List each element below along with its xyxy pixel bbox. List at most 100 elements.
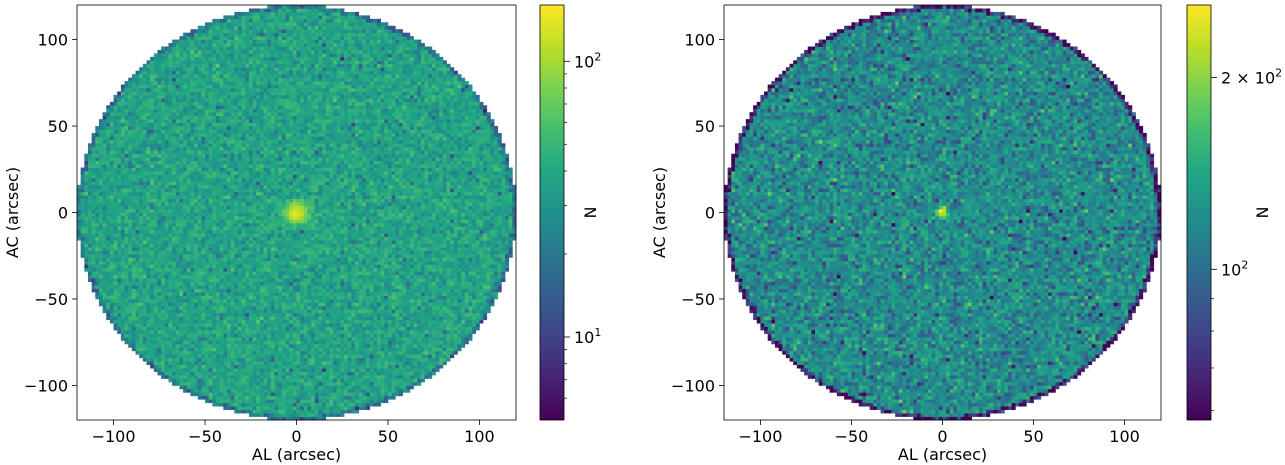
heatmap-cell [241,56,246,61]
heatmap-cell [146,129,151,134]
heatmap-cell [205,323,210,327]
heatmap-cell [205,191,210,196]
heatmap-cell [267,122,272,127]
heatmap-cell [267,43,272,47]
heatmap-cell [237,22,242,27]
heatmap-cell [226,350,231,355]
heatmap-cell [212,132,217,137]
heatmap-cell [259,77,264,82]
heatmap-cell [252,226,257,231]
heatmap-cell [208,139,213,144]
heatmap-cell [263,354,268,359]
heatmap-cell [120,257,125,262]
heatmap-cell [201,333,206,338]
heatmap-cell [216,337,221,341]
heatmap-cell [263,84,268,89]
heatmap-cell [241,309,246,314]
heatmap-cell [263,288,268,293]
heatmap-cell [146,340,151,345]
heatmap-cell [212,381,217,386]
heatmap-cell [87,181,92,186]
heatmap-cell [161,46,166,51]
heatmap-cell [128,132,133,137]
heatmap-cell [102,212,107,217]
heatmap-cell [124,326,129,331]
heatmap-cell [91,136,96,141]
heatmap-cell [98,129,103,134]
heatmap-cell [179,143,184,148]
heatmap-cell [168,271,173,276]
heatmap-cell [259,381,264,386]
heatmap-cell [259,8,264,13]
heatmap-cell [241,91,246,96]
heatmap-cell [183,184,188,189]
heatmap-cell [267,91,272,96]
heatmap-cell [263,388,268,393]
heatmap-cell [135,233,140,238]
heatmap-cell [267,247,272,251]
heatmap-cell [109,288,114,293]
heatmap-cell [183,81,188,85]
heatmap-cell [91,271,96,276]
heatmap-cell [117,247,122,251]
heatmap-cell [157,267,162,272]
heatmap-cell [241,60,246,65]
heatmap-cell [201,39,206,44]
heatmap-cell [219,247,224,251]
heatmap-cell [270,378,275,383]
heatmap-cell [248,15,253,20]
heatmap-cell [256,98,261,103]
heatmap-cell [164,298,169,303]
heatmap-cell [274,402,279,407]
heatmap-cell [139,119,144,123]
heatmap-cell [157,343,162,348]
heatmap-cell [208,46,213,51]
heatmap-cell [208,229,213,234]
heatmap-cell [197,150,202,155]
heatmap-cell [98,146,103,151]
heatmap-cell [135,340,140,345]
heatmap-cell [194,146,199,151]
heatmap-cell [142,271,147,276]
heatmap-cell [208,309,213,314]
heatmap-cell [234,63,239,68]
heatmap-cell [186,250,191,255]
heatmap-cell [190,36,195,40]
heatmap-cell [256,319,261,324]
heatmap-cell [226,146,231,151]
heatmap-cell [201,260,206,265]
heatmap-cell [237,392,242,397]
heatmap-cell [237,46,242,51]
heatmap-cell [190,177,195,182]
heatmap-cell [172,260,177,265]
heatmap-cell [267,309,272,314]
heatmap-cell [135,146,140,151]
heatmap-cell [179,219,184,224]
heatmap-cell [106,236,111,241]
heatmap-cell [259,361,264,366]
heatmap-cell [237,91,242,96]
heatmap-cell [263,264,268,269]
heatmap-cell [172,43,177,47]
heatmap-cell [117,105,122,110]
heatmap-cell [120,160,125,165]
heatmap-cell [153,112,158,117]
heatmap-cell [230,77,235,82]
heatmap-cell [256,108,261,113]
heatmap-cell [263,326,268,331]
heatmap-cell [172,129,177,134]
heatmap-cell [267,164,272,168]
heatmap-cell [205,101,210,106]
heatmap-cell [230,364,235,369]
heatmap-cell [263,81,268,85]
heatmap-cell [109,260,114,265]
heatmap-cell [212,229,217,234]
heatmap-cell [219,84,224,89]
heatmap-cell [230,250,235,255]
heatmap-cell [216,285,221,289]
heatmap-cell [157,247,162,251]
heatmap-cell [190,188,195,193]
heatmap-cell [248,198,253,203]
heatmap-cell [142,254,147,258]
heatmap-cell [234,298,239,303]
